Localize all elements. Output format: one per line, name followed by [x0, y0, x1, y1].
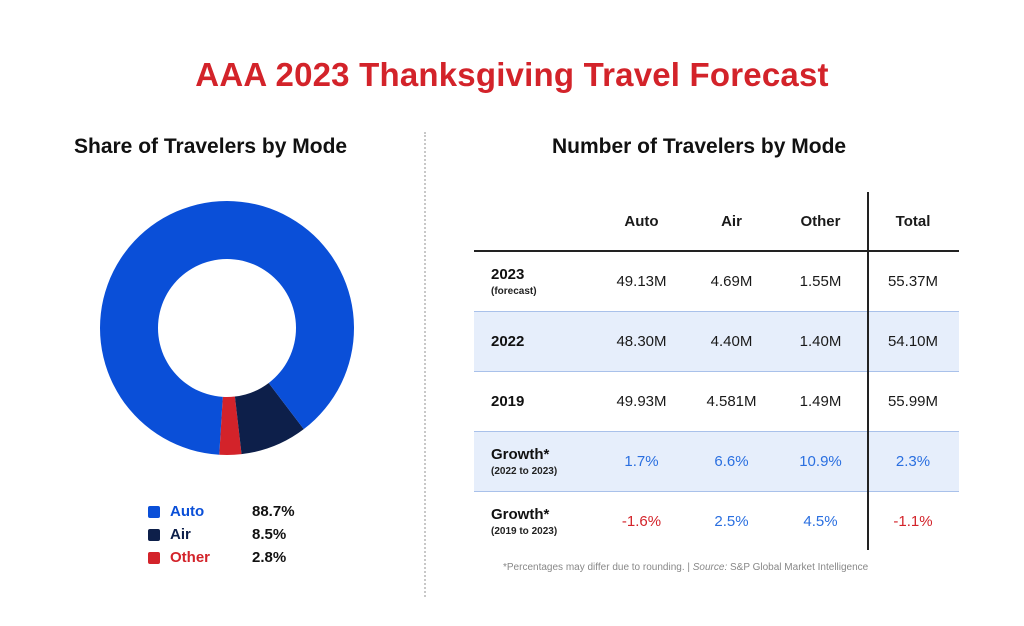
- donut-chart: [99, 201, 354, 456]
- row-label-main: Growth*: [491, 505, 550, 523]
- row-label: 2023 (forecast): [491, 252, 537, 311]
- legend-label-auto: Auto: [170, 503, 205, 520]
- row-label-main: 2022: [491, 333, 525, 350]
- header-air: Air: [721, 213, 742, 230]
- row-label: 2022: [491, 312, 524, 371]
- legend-label-air: Air: [170, 526, 191, 543]
- cell-air: 2.5%: [714, 512, 749, 530]
- legend-label-other: Other: [170, 549, 211, 566]
- footnote-text: *Percentages may differ due to rounding.…: [503, 562, 693, 573]
- row-rule: [474, 431, 959, 432]
- row-label-sub: (2022 to 2023): [491, 466, 558, 477]
- table-row: Growth* (2019 to 2023) -1.6% 2.5% 4.5% -…: [474, 492, 959, 550]
- cell-total: 55.99M: [887, 393, 939, 410]
- footnote-source-label: Source:: [692, 562, 728, 573]
- cell-other: 10.9%: [799, 453, 842, 470]
- row-label-main: Growth*: [491, 446, 550, 463]
- donut-slice-other: [219, 396, 242, 456]
- row-label: Growth* (2022 to 2023): [491, 432, 557, 491]
- table-row: 2023 (forecast) 49.13M 4.69M 1.55M 55.37…: [474, 252, 959, 311]
- row-rule: [474, 491, 959, 492]
- cell-auto: 48.30M: [616, 333, 667, 350]
- row-label-main: 2019: [491, 393, 525, 410]
- cell-auto: 49.13M: [616, 273, 667, 290]
- legend-value-auto: 88.7%: [252, 503, 295, 520]
- row-rule: [474, 311, 959, 312]
- donut-slice-air: [234, 382, 304, 455]
- cell-other: 4.5%: [803, 512, 838, 530]
- table-header-row: Auto Air Other Total: [474, 192, 959, 251]
- row-label-sub: (forecast): [491, 286, 537, 297]
- cell-air: 4.581M: [706, 393, 757, 410]
- legend-value-other: 2.8%: [252, 549, 287, 566]
- header-total: Total: [895, 213, 931, 230]
- legend-swatch-auto: [148, 505, 160, 518]
- cell-total: 55.37M: [887, 273, 939, 290]
- legend-item-air: Air 8.5%: [148, 523, 295, 546]
- table-row: 2022 48.30M 4.40M 1.40M 54.10M: [474, 312, 959, 371]
- donut-slice-auto: [99, 201, 354, 455]
- legend-swatch-other: [148, 551, 160, 564]
- table-row: Growth* (2022 to 2023) 1.7% 6.6% 10.9% 2…: [474, 432, 959, 491]
- header-other: Other: [800, 213, 841, 230]
- row-label-sub: (2019 to 2023): [491, 525, 558, 537]
- cell-auto: 49.93M: [616, 393, 667, 410]
- cell-auto: 1.7%: [624, 453, 659, 470]
- dotted-divider: [424, 132, 426, 597]
- travelers-table-title: Number of Travelers by Mode: [552, 135, 847, 158]
- cell-auto: -1.6%: [621, 512, 662, 530]
- cell-total: -1.1%: [893, 512, 933, 530]
- row-label: 2019: [491, 372, 524, 431]
- table-row: 2019 49.93M 4.581M 1.49M 55.99M: [474, 372, 959, 431]
- footnote-source: S&P Global Market Intelligence: [727, 562, 869, 573]
- row-label: Growth* (2019 to 2023): [491, 492, 557, 550]
- cell-air: 6.6%: [714, 453, 749, 470]
- header-auto: Auto: [624, 213, 659, 230]
- cell-air: 4.40M: [710, 333, 753, 350]
- legend-swatch-air: [148, 528, 160, 541]
- legend-value-air: 8.5%: [252, 526, 287, 543]
- travelers-table: Auto Air Other Total 2023 (forecast) 49.…: [474, 192, 959, 550]
- cell-other: 1.55M: [799, 273, 842, 290]
- legend-item-other: Other 2.8%: [148, 546, 295, 569]
- cell-air: 4.69M: [710, 273, 753, 290]
- page-title: AAA 2023 Thanksgiving Travel Forecast: [195, 56, 829, 93]
- header-rule: [474, 250, 959, 252]
- legend-item-auto: Auto 88.7%: [148, 500, 295, 523]
- cell-other: 1.49M: [799, 393, 842, 410]
- footnote: *Percentages may differ due to rounding.…: [503, 562, 868, 573]
- cell-other: 1.40M: [799, 333, 842, 350]
- cell-total: 54.10M: [887, 333, 939, 350]
- total-column-divider: [867, 192, 869, 550]
- cell-total: 2.3%: [895, 453, 931, 470]
- row-label-main: 2023: [491, 266, 525, 283]
- chart-legend: Auto 88.7% Air 8.5% Other 2.8%: [148, 500, 295, 569]
- row-rule: [474, 371, 959, 372]
- share-chart-title: Share of Travelers by Mode: [74, 135, 348, 158]
